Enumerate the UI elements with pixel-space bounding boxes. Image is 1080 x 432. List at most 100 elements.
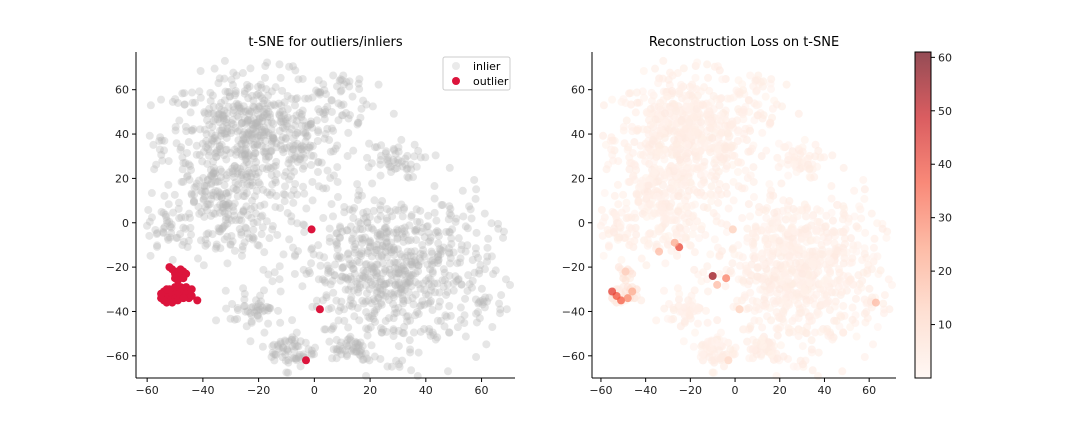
- inlier-point: [232, 150, 241, 159]
- loss-point: [869, 340, 878, 349]
- inlier-point: [375, 278, 384, 287]
- loss-point: [604, 242, 613, 251]
- inlier-point: [144, 205, 153, 214]
- inlier-point: [377, 252, 386, 261]
- inlier-point: [267, 125, 276, 134]
- inlier-point: [216, 190, 225, 199]
- loss-point: [713, 114, 722, 123]
- loss-point: [839, 249, 848, 258]
- inlier-point: [253, 123, 262, 132]
- inlier-point: [304, 266, 313, 275]
- inlier-point: [254, 102, 263, 111]
- inlier-point: [222, 304, 231, 313]
- loss-point: [693, 99, 702, 108]
- loss-point: [726, 266, 735, 275]
- inlier-point: [297, 141, 306, 150]
- loss-point: [784, 228, 793, 237]
- inlier-point: [221, 87, 230, 96]
- inlier-point: [193, 254, 202, 263]
- inlier-point: [266, 164, 275, 173]
- inlier-point: [356, 113, 365, 122]
- loss-point: [801, 252, 810, 261]
- inlier-point: [354, 218, 363, 227]
- loss-point: [762, 146, 771, 155]
- inlier-point: [445, 302, 454, 311]
- inlier-point: [249, 151, 258, 160]
- inlier-point: [409, 173, 418, 182]
- loss-point: [683, 140, 692, 149]
- loss-point: [670, 136, 679, 145]
- inlier-point: [456, 303, 465, 312]
- inlier-point: [264, 152, 273, 161]
- inlier-point: [174, 204, 183, 213]
- inlier-point: [452, 214, 461, 223]
- loss-point: [632, 189, 641, 198]
- outlier-point: [162, 285, 171, 294]
- loss-point: [867, 265, 876, 274]
- inlier-point: [200, 125, 209, 134]
- loss-point: [755, 208, 764, 217]
- inlier-point: [182, 127, 191, 136]
- inlier-point: [233, 101, 242, 110]
- loss-point: [613, 180, 622, 189]
- inlier-point: [264, 107, 273, 116]
- inlier-point: [218, 206, 227, 215]
- loss-point: [652, 192, 661, 201]
- inlier-point: [252, 172, 261, 181]
- inlier-point: [366, 273, 375, 282]
- inlier-point: [349, 213, 358, 222]
- inlier-point: [220, 74, 229, 83]
- inlier-point: [294, 145, 303, 154]
- y-tick-label: −40: [106, 305, 129, 318]
- loss-point: [808, 236, 817, 245]
- inlier-point: [246, 172, 255, 181]
- loss-point: [722, 154, 731, 163]
- inlier-point: [264, 129, 273, 138]
- inlier-point: [345, 260, 354, 269]
- inlier-point: [221, 200, 230, 209]
- inlier-point: [209, 168, 218, 177]
- inlier-point: [335, 233, 344, 242]
- inlier-point: [302, 204, 311, 213]
- inlier-point: [403, 296, 412, 305]
- inlier-point: [348, 302, 357, 311]
- inlier-point: [320, 105, 329, 114]
- inlier-point: [198, 157, 207, 166]
- inlier-point: [271, 161, 280, 170]
- inlier-point: [235, 215, 244, 224]
- inlier-point: [425, 327, 434, 336]
- inlier-point: [213, 115, 222, 124]
- inlier-point: [186, 108, 195, 117]
- inlier-point: [240, 128, 249, 137]
- loss-point: [679, 337, 688, 346]
- inlier-point: [292, 111, 301, 120]
- inlier-point: [243, 80, 252, 89]
- inlier-point: [200, 192, 209, 201]
- inlier-point: [307, 245, 316, 254]
- inlier-point: [258, 342, 267, 351]
- inlier-point: [216, 165, 225, 174]
- inlier-point: [252, 105, 261, 114]
- loss-point: [627, 224, 636, 233]
- inlier-point: [457, 241, 466, 250]
- inlier-point: [427, 286, 436, 295]
- inlier-point: [389, 144, 398, 153]
- inlier-point: [364, 312, 373, 321]
- inlier-point: [333, 239, 342, 248]
- inlier-point: [178, 165, 187, 174]
- inlier-point: [236, 107, 245, 116]
- inlier-point: [250, 192, 259, 201]
- inlier-point: [315, 107, 324, 116]
- loss-point: [689, 342, 698, 351]
- inlier-point: [333, 193, 342, 202]
- inlier-point: [354, 118, 363, 127]
- inlier-point: [348, 206, 357, 215]
- inlier-point: [391, 149, 400, 158]
- inlier-point: [147, 213, 156, 222]
- inlier-point: [398, 212, 407, 221]
- reconstruction-loss-chart: Reconstruction Loss on t-SNE −60 −40 −20 0 2…: [562, 35, 897, 397]
- inlier-point: [231, 87, 240, 96]
- inlier-point: [273, 230, 282, 239]
- loss-point: [828, 335, 837, 344]
- inlier-point: [270, 268, 279, 277]
